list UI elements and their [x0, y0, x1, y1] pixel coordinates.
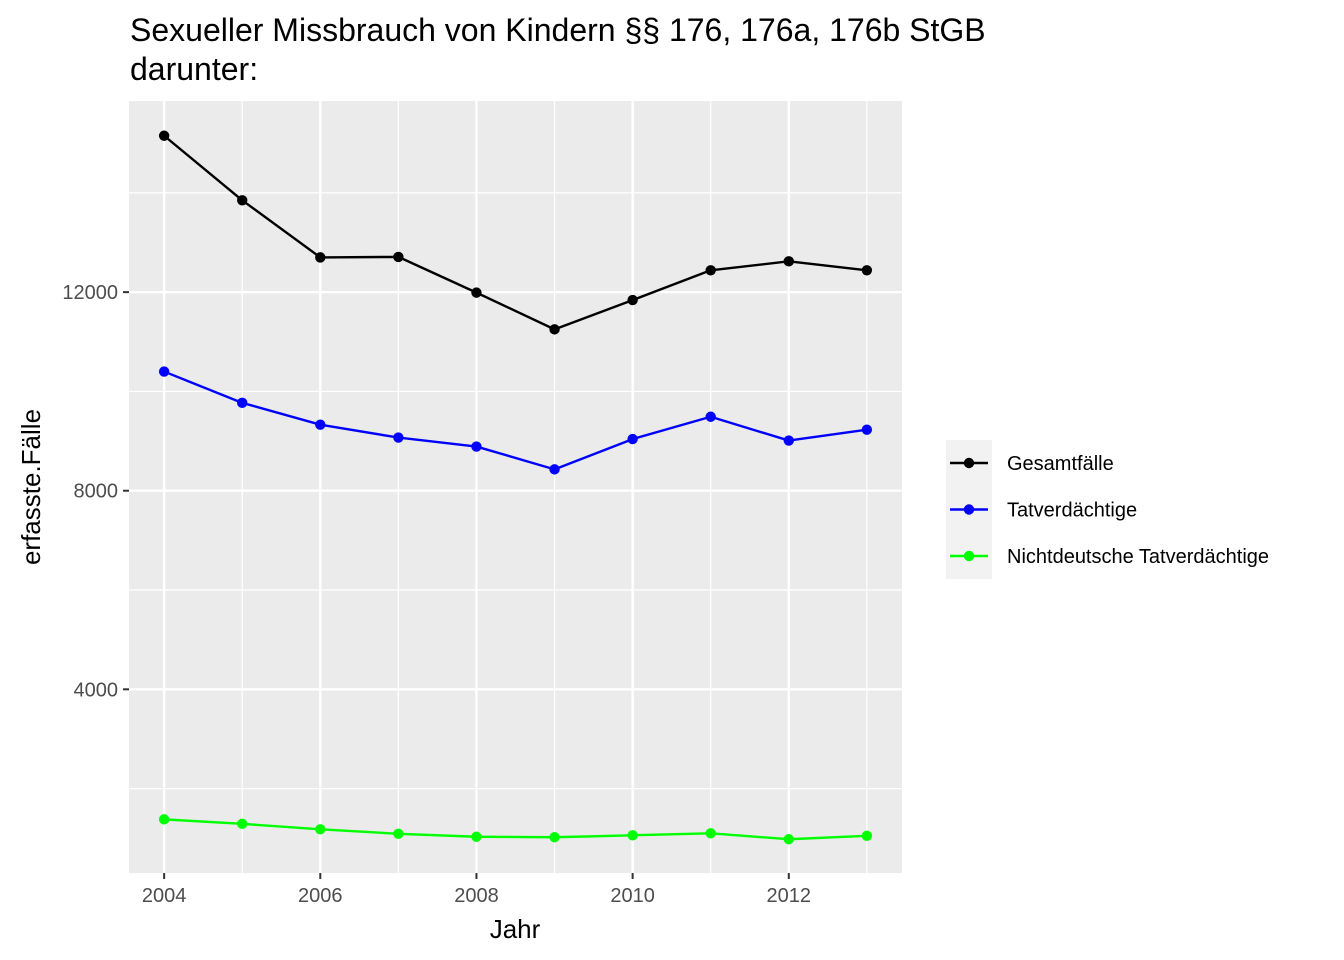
legend-label-2: Nichtdeutsche Tatverdächtige [1007, 546, 1269, 568]
x-axis-title: Jahr [490, 914, 541, 944]
y-tick-label: 12000 [62, 282, 118, 304]
data-point-0-2 [315, 252, 326, 263]
chart-title: Sexueller Missbrauch von Kindern §§ 176,… [130, 12, 986, 48]
data-point-0-3 [393, 251, 404, 263]
data-point-0-4 [471, 287, 482, 298]
data-point-1-0 [158, 366, 170, 377]
data-point-1-5 [549, 464, 560, 475]
y-tick-label: 4000 [74, 679, 119, 701]
data-point-1-1 [237, 397, 248, 409]
series-line-0 [163, 134, 867, 331]
x-tick-label: 2010 [610, 885, 655, 907]
data-point-2-9 [861, 830, 873, 841]
legend-key-point-1 [963, 504, 975, 515]
legend-key-point-0 [963, 457, 975, 469]
chart-subtitle: darunter: [130, 51, 258, 87]
series-layer [158, 130, 873, 845]
data-point-1-4 [471, 441, 482, 452]
y-axis: 4000 8000 12000 [62, 282, 129, 701]
data-point-1-6 [627, 433, 638, 445]
x-tick-label: 2004 [142, 885, 187, 907]
data-point-2-8 [783, 834, 794, 845]
data-point-0-1 [237, 195, 248, 206]
data-point-0-9 [861, 265, 873, 276]
grid-minor [129, 101, 902, 873]
data-point-2-3 [393, 828, 404, 839]
plot-panel [129, 101, 902, 873]
series-line-1 [163, 370, 868, 471]
legend-key-point-2 [963, 550, 975, 562]
data-point-2-1 [237, 818, 248, 830]
series-line-2 [164, 818, 867, 841]
data-point-2-7 [705, 828, 716, 839]
y-axis-title: erfasste.Fälle [16, 409, 46, 565]
x-tick-label: 2012 [767, 885, 812, 907]
legend-label-0: Gesamtfälle [1007, 453, 1114, 475]
data-point-0-6 [627, 294, 638, 306]
x-axis: 2004 2006 2008 2010 2012 [142, 873, 811, 907]
data-point-1-2 [315, 419, 326, 430]
data-point-0-0 [158, 130, 170, 141]
data-point-2-6 [627, 830, 638, 841]
data-point-1-8 [783, 435, 794, 446]
legend-label-1: Tatverdächtige [1007, 500, 1137, 522]
data-point-2-5 [549, 832, 560, 843]
data-point-2-2 [315, 824, 326, 835]
grid-major [129, 101, 902, 873]
x-tick-label: 2008 [454, 885, 499, 907]
data-point-0-7 [705, 265, 716, 276]
data-point-1-9 [861, 424, 873, 435]
x-tick-label: 2006 [298, 885, 343, 907]
data-point-1-7 [705, 411, 716, 422]
data-point-2-4 [471, 831, 482, 842]
data-point-0-5 [549, 324, 560, 335]
y-tick-label: 8000 [74, 481, 119, 503]
data-point-1-3 [393, 432, 404, 443]
data-point-0-8 [783, 256, 794, 267]
legend: Gesamtfälle Tatverdächtige Nichtdeutsche T… [946, 440, 1269, 579]
data-point-2-0 [158, 814, 170, 825]
